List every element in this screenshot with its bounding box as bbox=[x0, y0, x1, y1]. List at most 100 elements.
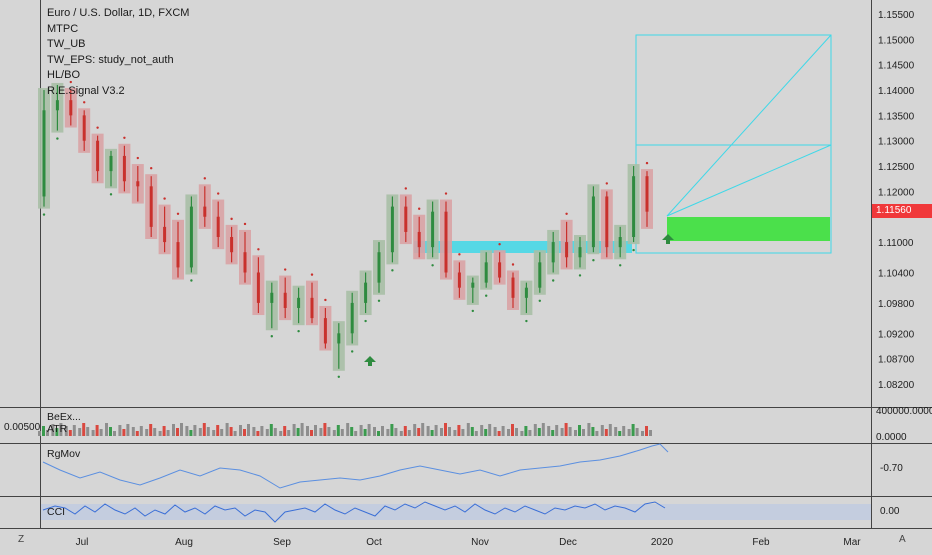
candle-body[interactable] bbox=[256, 272, 260, 303]
candle-body[interactable] bbox=[230, 237, 234, 253]
signal-dot bbox=[592, 259, 595, 262]
candle-body[interactable] bbox=[96, 140, 100, 172]
candle-body[interactable] bbox=[390, 206, 394, 253]
volume-bar bbox=[91, 430, 95, 436]
volume-bar bbox=[225, 423, 229, 436]
candle-body[interactable] bbox=[364, 282, 368, 303]
indicator-hl-bo[interactable]: HL/BO bbox=[47, 69, 81, 81]
candle-body[interactable] bbox=[377, 252, 381, 283]
volume-bar bbox=[645, 426, 648, 436]
candle-body[interactable] bbox=[431, 211, 435, 248]
volume-bar bbox=[595, 431, 599, 436]
indicator-tw-ub[interactable]: TW_UB bbox=[47, 38, 86, 50]
candle-body[interactable] bbox=[498, 262, 502, 278]
price-tick-label: 1.11000 bbox=[878, 238, 914, 249]
price-tick-label: 1.14500 bbox=[878, 61, 915, 72]
signal-dot bbox=[257, 248, 260, 251]
candle-body[interactable] bbox=[323, 318, 327, 344]
candle-body[interactable] bbox=[82, 115, 86, 141]
price-axis[interactable]: 1.15500 1.15000 1.14500 1.14000 1.13500 1.130… bbox=[878, 10, 915, 391]
volume-bar bbox=[51, 424, 55, 436]
candle-body[interactable] bbox=[565, 242, 569, 258]
atr-pane-label[interactable]: ATR bbox=[47, 423, 68, 435]
volume-bar bbox=[233, 431, 237, 436]
projection-arrow-1[interactable] bbox=[666, 34, 832, 217]
candle-body[interactable] bbox=[270, 292, 274, 303]
candle-body[interactable] bbox=[471, 282, 475, 288]
candle-body[interactable] bbox=[591, 196, 595, 248]
candle-body[interactable] bbox=[524, 287, 528, 298]
candle-body[interactable] bbox=[189, 206, 193, 268]
time-axis[interactable]: Jul Aug Sep Oct Nov Dec 2020 Feb Mar bbox=[76, 537, 862, 548]
signal-dot bbox=[632, 248, 635, 252]
zoom-icon[interactable]: Z bbox=[18, 534, 25, 545]
candle-body[interactable] bbox=[605, 196, 609, 248]
candle-body[interactable] bbox=[551, 242, 555, 263]
volume-bar bbox=[533, 424, 537, 436]
volume-bar bbox=[64, 426, 68, 436]
candle-body[interactable] bbox=[310, 297, 314, 319]
projection-arrow-2[interactable] bbox=[666, 144, 832, 217]
candle-body[interactable] bbox=[297, 297, 301, 308]
volume-bar bbox=[72, 425, 76, 436]
candle-body[interactable] bbox=[538, 262, 542, 288]
volume-bar bbox=[568, 427, 572, 436]
volume-bar bbox=[166, 430, 170, 436]
candle-body[interactable] bbox=[618, 237, 622, 248]
volume-bar bbox=[202, 423, 206, 436]
cci-pane-label[interactable]: CCI bbox=[47, 506, 66, 518]
volume-pane-label[interactable]: BeEx... bbox=[47, 411, 81, 423]
signal-dot bbox=[284, 268, 287, 271]
candle-body[interactable] bbox=[136, 181, 140, 187]
volume-bar bbox=[511, 424, 514, 436]
projection-box[interactable] bbox=[635, 34, 832, 254]
candle-body[interactable] bbox=[578, 247, 582, 258]
candle-body[interactable] bbox=[511, 277, 515, 298]
candle-body[interactable] bbox=[149, 186, 153, 227]
candle-body[interactable] bbox=[457, 272, 461, 288]
candle-body[interactable] bbox=[243, 252, 247, 273]
candlestick-group[interactable] bbox=[38, 80, 653, 378]
volume-bar bbox=[627, 429, 631, 436]
candle-body[interactable] bbox=[109, 155, 113, 172]
candle-body[interactable] bbox=[444, 211, 448, 273]
green-zone[interactable] bbox=[667, 217, 830, 241]
candle-body[interactable] bbox=[350, 302, 354, 334]
volume-bar bbox=[99, 429, 103, 436]
candle-body[interactable] bbox=[69, 100, 73, 116]
indicator-re-signal[interactable]: R.E.Signal V3.2 bbox=[47, 84, 125, 97]
candle-body[interactable] bbox=[163, 226, 167, 243]
candle-body[interactable] bbox=[417, 231, 421, 248]
candle-body[interactable] bbox=[42, 110, 46, 197]
candle-body[interactable] bbox=[632, 176, 636, 238]
signal-dot bbox=[230, 217, 233, 221]
candle-body[interactable] bbox=[203, 206, 207, 217]
volume-bar bbox=[185, 426, 189, 436]
volume-bar bbox=[279, 431, 283, 436]
candle-body[interactable] bbox=[645, 176, 649, 212]
price-tick-label: 1.08700 bbox=[878, 355, 915, 366]
auto-scale-icon[interactable]: A bbox=[899, 534, 906, 545]
candle-body[interactable] bbox=[122, 155, 126, 182]
candle-body[interactable] bbox=[337, 333, 341, 344]
candle-body[interactable] bbox=[216, 216, 220, 238]
signal-dot bbox=[377, 299, 381, 302]
volume-bar bbox=[578, 425, 581, 436]
volume-bar bbox=[386, 429, 390, 436]
volume-bar bbox=[377, 431, 380, 436]
candle-body[interactable] bbox=[484, 262, 488, 283]
candle-body[interactable] bbox=[404, 206, 408, 232]
volume-bar bbox=[158, 431, 162, 436]
symbol-title[interactable]: Euro / U.S. Dollar, 1D, FXCM bbox=[47, 7, 190, 19]
rgmov-pane-label[interactable]: RgMov bbox=[47, 448, 81, 460]
volume-bar bbox=[336, 425, 340, 436]
candle-body[interactable] bbox=[283, 292, 287, 308]
indicator-tw-eps[interactable]: TW_EPS: study_not_auth bbox=[47, 53, 174, 66]
signal-dot bbox=[565, 212, 568, 216]
candle-body[interactable] bbox=[55, 100, 59, 111]
candle-body[interactable] bbox=[176, 242, 180, 268]
volume-bar bbox=[560, 428, 564, 436]
indicator-mtpc[interactable]: MTPC bbox=[47, 22, 79, 35]
